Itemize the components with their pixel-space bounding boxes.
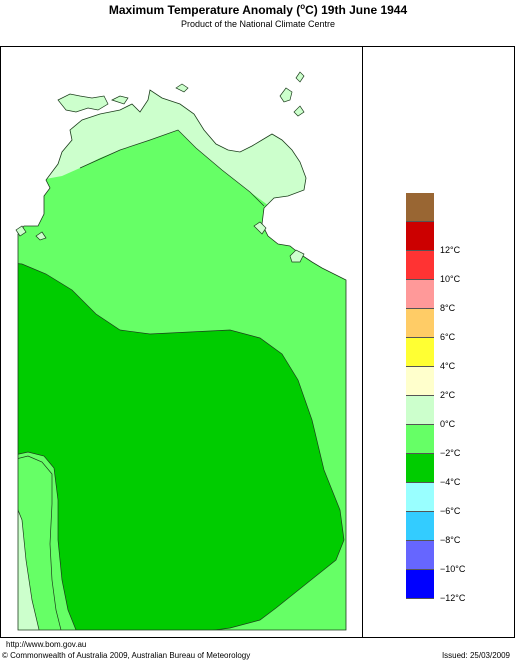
legend-swatch	[406, 425, 434, 454]
legend-swatch	[406, 512, 434, 541]
legend-label: 0°C	[440, 419, 456, 429]
legend-swatch	[406, 483, 434, 512]
coast-islands	[15, 71, 305, 263]
legend-swatch	[406, 193, 434, 222]
zone-dark-green	[18, 261, 345, 630]
legend-label: 10°C	[440, 274, 461, 284]
legend-swatch	[406, 338, 434, 367]
legend-label: 2°C	[440, 390, 456, 400]
legend-swatch	[406, 396, 434, 425]
map-title: Maximum Temperature Anomaly (oC) 19th Ju…	[108, 2, 408, 17]
legend-label: 4°C	[440, 361, 456, 371]
legend-label: −10°C	[440, 564, 466, 574]
legend-label: −6°C	[440, 506, 461, 516]
legend-label: −2°C	[440, 448, 461, 458]
legend-swatch	[406, 541, 434, 570]
legend-swatch	[406, 251, 434, 280]
source-url: http://www.bom.gov.au	[6, 640, 87, 649]
map-frame	[0, 46, 515, 638]
legend-swatch	[406, 570, 434, 599]
map-legend-divider	[362, 46, 363, 638]
legend-swatch	[406, 309, 434, 338]
map-subtitle: Product of the National Climate Centre	[180, 19, 336, 29]
legend-swatch	[406, 222, 434, 251]
legend-label: 8°C	[440, 303, 456, 313]
copyright-notice: © Commonwealth of Australia 2009, Austra…	[2, 651, 251, 660]
legend-label: 12°C	[440, 245, 461, 255]
legend-swatch	[406, 367, 434, 396]
legend-swatch	[406, 454, 434, 483]
legend-label: −8°C	[440, 535, 461, 545]
issued-date: Issued: 25/03/2009	[441, 651, 510, 660]
contour-line-north	[79, 129, 265, 207]
legend-swatch	[406, 280, 434, 309]
legend-label: −12°C	[440, 593, 466, 603]
anomaly-map	[15, 71, 347, 631]
legend-label: −4°C	[440, 477, 461, 487]
zone-light-green-sw	[18, 455, 63, 630]
legend-label: 6°C	[440, 332, 456, 342]
zone-pale-green-sw	[18, 489, 41, 630]
